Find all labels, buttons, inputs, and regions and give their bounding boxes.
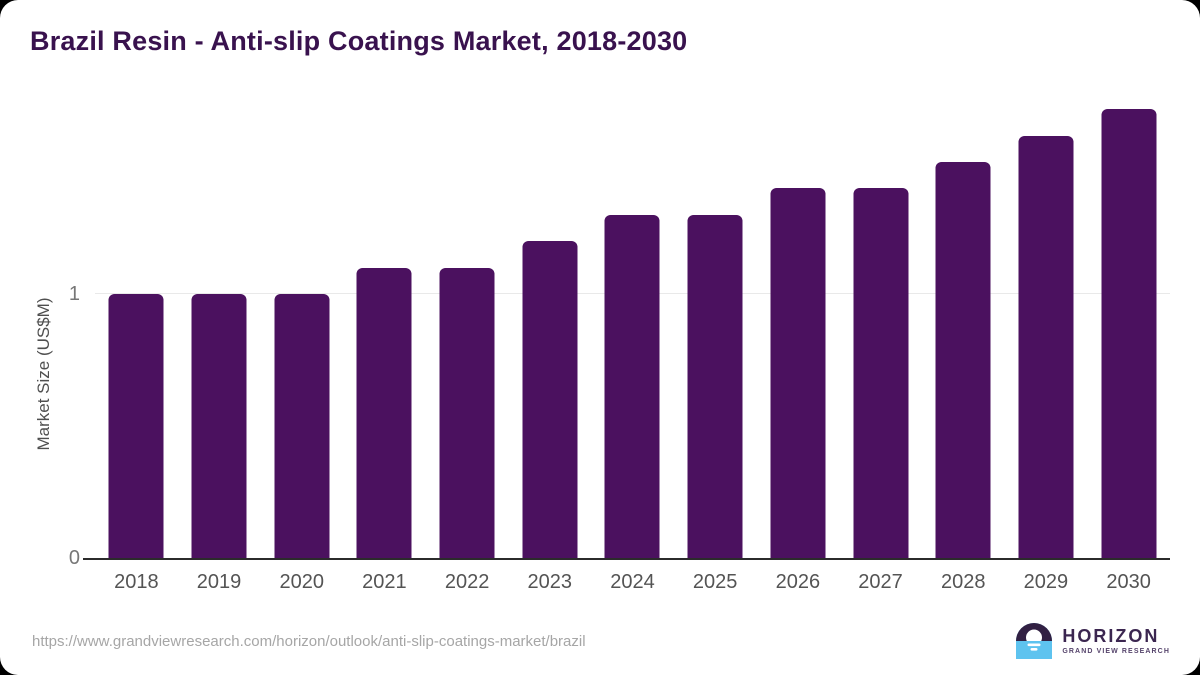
bar-2019	[191, 294, 247, 558]
logo-brand: HORIZON	[1062, 626, 1160, 646]
x-axis-line	[83, 558, 1170, 560]
x-tick-2025: 2025	[692, 571, 738, 593]
bar-slot-2024: 2024	[591, 88, 674, 593]
x-tick-2028: 2028	[940, 571, 986, 593]
x-tick-2027: 2027	[858, 571, 903, 593]
x-tick-2019: 2019	[196, 571, 242, 593]
bar-2028	[935, 162, 991, 558]
bar-slot-2028: 2028	[922, 88, 1005, 593]
bar-2029	[1018, 135, 1074, 558]
bar-2020	[274, 294, 330, 558]
bar-2021	[356, 267, 412, 558]
bar-slot-2025: 2025	[674, 88, 757, 593]
x-tick-2023: 2023	[527, 571, 573, 593]
y-tick-1: 1	[68, 283, 80, 305]
x-tick-2029: 2029	[1023, 571, 1069, 593]
x-tick-2021: 2021	[362, 571, 407, 593]
bar-slot-2023: 2023	[508, 88, 591, 593]
bar-2025	[687, 214, 743, 558]
x-tick-2026: 2026	[775, 571, 821, 593]
logo-tagline: GRAND VIEW RESEARCH	[1062, 648, 1170, 655]
bar-2030	[1101, 109, 1157, 558]
horizon-logo-icon	[1016, 623, 1053, 659]
bar-slot-2019: 2019	[178, 88, 261, 593]
logo-text: HORIZON GRAND VIEW RESEARCH	[1062, 627, 1170, 655]
bar-slot-2021: 2021	[343, 88, 426, 593]
bar-2018	[108, 294, 164, 558]
x-tick-2020: 2020	[279, 571, 324, 593]
bars-container: 2018 2019 2020 2021 2022 2023 2024 2025 2026 2027…	[95, 88, 1170, 593]
bar-slot-2029: 2029	[1005, 88, 1088, 593]
bar-2022	[439, 267, 495, 558]
y-tick-0: 0	[68, 547, 80, 569]
bar-slot-2027: 2027	[839, 88, 922, 593]
x-tick-2018: 2018	[114, 571, 159, 593]
horizon-logo: HORIZON GRAND VIEW RESEARCH	[1016, 623, 1170, 659]
bar-2023	[522, 241, 578, 558]
bar-slot-2030: 2030	[1087, 88, 1170, 593]
footer: https://www.grandviewresearch.com/horizo…	[32, 622, 1170, 660]
plot-area: 1 0 2018 2019 2020 2021 2022 2023 2024 2025 2026…	[69, 88, 1170, 593]
bar-2026	[770, 188, 826, 558]
source-url: https://www.grandviewresearch.com/horizo…	[32, 632, 586, 650]
bar-slot-2026: 2026	[757, 88, 840, 593]
bar-slot-2018: 2018	[95, 88, 178, 593]
chart-title: Brazil Resin - Anti-slip Coatings Market…	[30, 26, 688, 56]
bar-2027	[853, 188, 909, 558]
bar-slot-2022: 2022	[426, 88, 509, 593]
y-axis-title: Market Size (US$M)	[34, 297, 53, 451]
bar-2024	[604, 214, 660, 558]
bar-slot-2020: 2020	[260, 88, 343, 593]
x-tick-2022: 2022	[444, 571, 490, 593]
x-tick-2030: 2030	[1106, 571, 1151, 593]
x-tick-2024: 2024	[610, 571, 655, 593]
